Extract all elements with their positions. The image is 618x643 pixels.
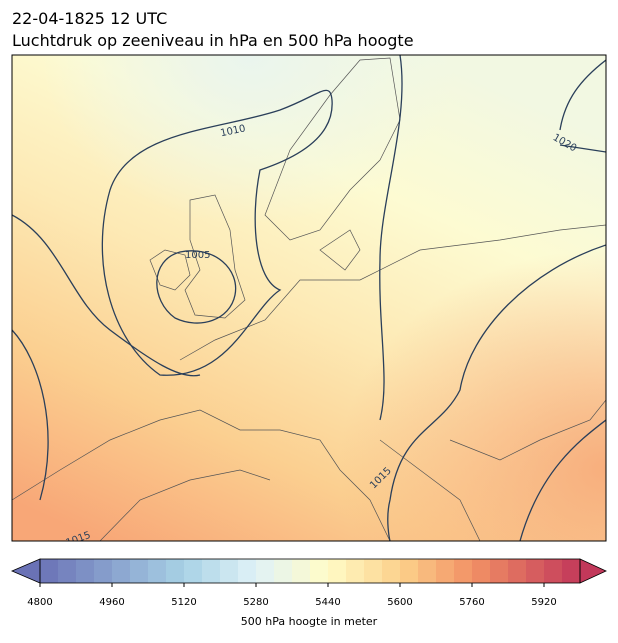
colorbar-segment: [472, 559, 491, 583]
colorbar-segment: [418, 559, 437, 583]
colorbar-tick-label: 5760: [459, 597, 484, 608]
colorbar-tick-label: 5600: [387, 597, 412, 608]
colorbar-segment: [454, 559, 473, 583]
colorbar: 4800 4960 5120 5280 5440 5600 5760 5920: [10, 558, 607, 608]
colorbar-segment: [508, 559, 527, 583]
colorbar-segment: [436, 559, 455, 583]
colorbar-segment: [148, 559, 167, 583]
colorbar-segment: [40, 559, 59, 583]
colorbar-segment: [112, 559, 131, 583]
colorbar-label: 500 hPa hoogte in meter: [241, 615, 378, 628]
colorbar-segment: [544, 559, 563, 583]
colorbar-segment: [220, 559, 239, 583]
colorbar-segment: [346, 559, 365, 583]
colorbar-tick-label: 5280: [243, 597, 268, 608]
map-frame: [11, 54, 607, 542]
colorbar-segment: [274, 559, 293, 583]
colorbar-segment: [310, 559, 329, 583]
colorbar-segment: [76, 559, 95, 583]
title: 22-04-1825 12 UTC: [12, 9, 167, 28]
colorbar-segment: [94, 559, 113, 583]
colorbar-segment: [562, 559, 581, 583]
colorbar-segment: [166, 559, 185, 583]
colorbar-segment: [202, 559, 221, 583]
colorbar-segment: [58, 559, 77, 583]
map: 1010 1020 1005 1015 1015: [12, 55, 606, 549]
colorbar-segment: [382, 559, 401, 583]
colorbar-segment: [292, 559, 311, 583]
colorbar-tick-label: 5440: [315, 597, 340, 608]
colorbar-segment: [238, 559, 257, 583]
colorbar-frame: [39, 558, 581, 584]
colorbar-segment: [400, 559, 419, 583]
colorbar-segment: [256, 559, 275, 583]
subtitle: Luchtdruk op zeeniveau in hPa en 500 hPa…: [12, 31, 414, 50]
colorbar-extend: [10, 558, 41, 584]
contour-label: 1010: [219, 123, 246, 139]
isobars: [12, 55, 606, 541]
colorbar-segment: [490, 559, 509, 583]
colorbar-tick-label: 5920: [531, 597, 556, 608]
colorbar-segment: [526, 559, 545, 583]
contour-label: 1015: [65, 530, 93, 549]
colorbar-extend: [579, 558, 607, 584]
colorbar-tick-label: 4800: [27, 597, 52, 608]
colorbar-tick-label: 4960: [99, 597, 124, 608]
colorbar-tick-label: 5120: [171, 597, 196, 608]
colorbar-segment: [364, 559, 383, 583]
contour-label: 1005: [185, 250, 210, 261]
colorbar-segment: [184, 559, 203, 583]
colorbar-segment: [328, 559, 347, 583]
colorbar-segment: [130, 559, 149, 583]
